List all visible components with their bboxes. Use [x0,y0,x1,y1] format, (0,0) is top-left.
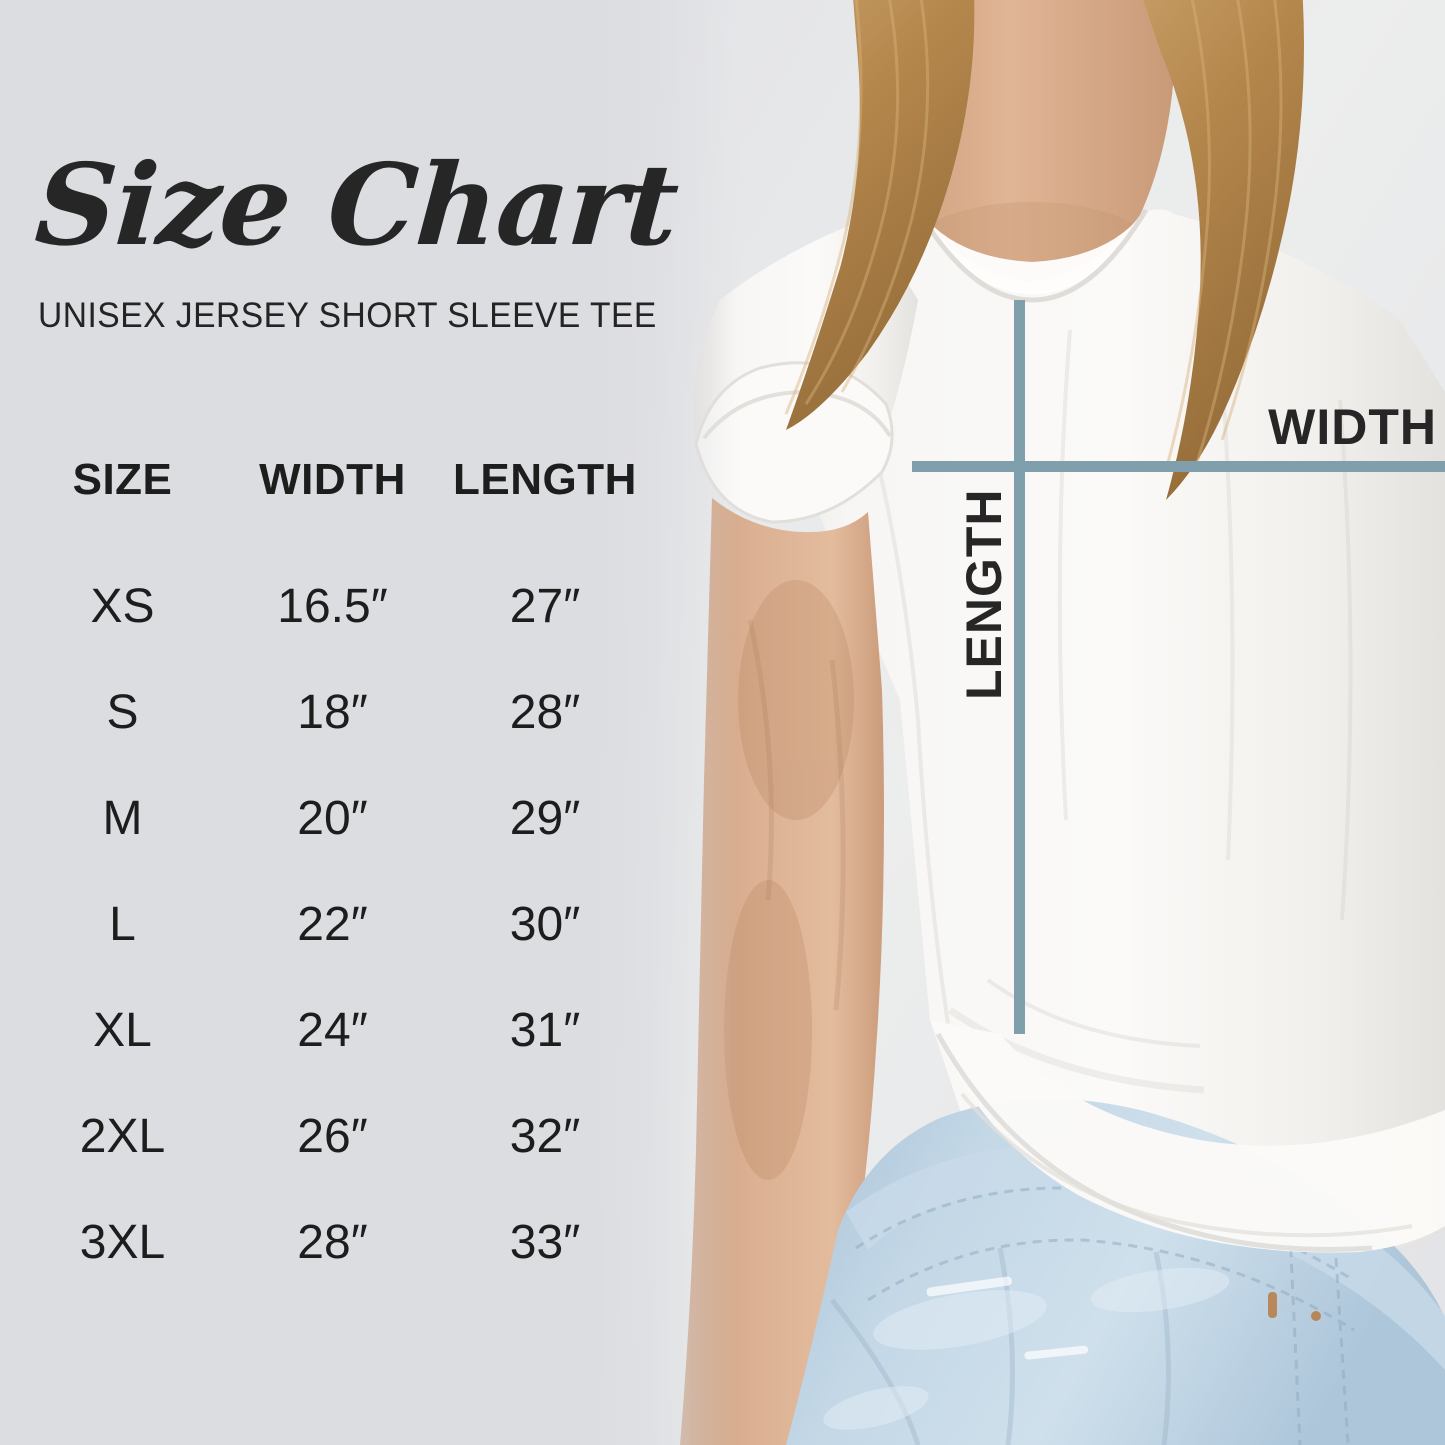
cell-width: 16.5″ [277,580,388,633]
table-row: XL 24″ 31″ [20,1003,650,1109]
cell-length: 28″ [509,686,581,739]
table-row: XS 16.5″ 27″ [20,579,650,685]
info-panel: Size Chart UNISEX JERSEY SHORT SLEEVE TE… [0,0,681,1445]
cell-length: 30″ [509,898,581,951]
cell-width: 20″ [297,792,368,845]
model-hair-left [786,0,975,430]
tshirt-body [720,209,1445,1275]
cell-length: 32″ [509,1110,581,1163]
column-header-length: LENGTH [453,455,637,504]
cell-width: 22″ [297,898,368,951]
cell-length: 27″ [509,580,581,633]
cell-width: 28″ [297,1216,368,1269]
table-row: M 20″ 29″ [20,791,650,897]
cell-width: 26″ [297,1110,368,1163]
model-photo-illustration [600,0,1445,1445]
cell-length: 33″ [509,1216,581,1269]
size-chart-table: SIZE WIDTH LENGTH XS 16.5″ 27″ S 18″ 28″… [20,455,650,1270]
cell-size: S [106,686,139,739]
cell-size: M [102,792,143,845]
table-row: L 22″ 30″ [20,897,650,1003]
model-hair-right [1143,0,1304,500]
cell-size: XS [90,580,155,633]
page-title: Size Chart [31,140,682,271]
table-header-row: SIZE WIDTH LENGTH [20,455,650,579]
cell-size: L [109,898,136,951]
table-row: S 18″ 28″ [20,685,650,791]
cell-length: 29″ [509,792,581,845]
column-header-width: WIDTH [259,455,406,504]
tshirt-hem [930,1020,1445,1253]
cell-width: 24″ [297,1004,368,1057]
cell-length: 31″ [509,1004,581,1057]
table-row: 3XL 28″ 33″ [20,1215,650,1270]
cell-size: 3XL [79,1216,166,1269]
cell-width: 18″ [297,686,368,739]
cell-size: 2XL [79,1110,166,1163]
cell-size: XL [93,1004,152,1057]
column-header-size: SIZE [72,455,173,504]
table-row: 2XL 26″ 32″ [20,1109,650,1215]
model-photo [600,0,1445,1445]
page-subtitle: UNISEX JERSEY SHORT SLEEVE TEE [38,296,657,335]
